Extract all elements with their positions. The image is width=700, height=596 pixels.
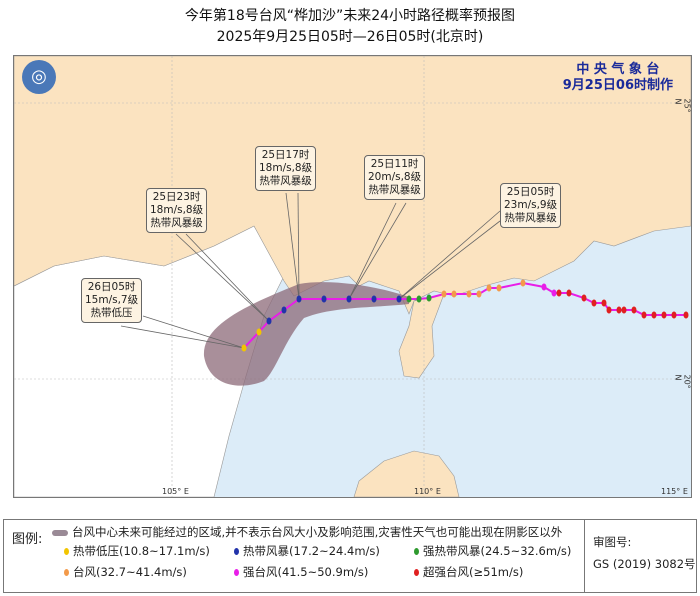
track-point xyxy=(661,311,667,319)
track-point xyxy=(631,306,637,314)
cone-swatch-icon xyxy=(52,529,68,536)
track-point xyxy=(651,311,657,319)
track-point xyxy=(606,306,612,314)
legend: 图例: 台风中心未来可能经过的区域,并不表示台风大小及影响范围,灾害性天气也可能… xyxy=(3,519,697,593)
cma-logo: ◎ xyxy=(22,60,56,94)
track-point xyxy=(601,299,607,307)
track-point xyxy=(566,289,572,297)
lat-label: 20° N xyxy=(673,374,692,389)
dot-icon xyxy=(414,569,419,576)
track-point xyxy=(581,294,587,302)
dot-icon xyxy=(234,548,239,555)
track-point xyxy=(296,295,302,303)
track-point xyxy=(520,279,526,287)
forecast-callout: 26日05时 15m/s,7级 热带低压 xyxy=(81,278,143,323)
track-point xyxy=(371,295,377,303)
callout-leader xyxy=(120,325,245,349)
dot-icon xyxy=(64,548,69,555)
dot-icon xyxy=(414,548,419,555)
track-point xyxy=(466,290,472,298)
track-point xyxy=(241,344,247,352)
track-point xyxy=(671,311,677,319)
callout-leader xyxy=(285,192,300,300)
forecast-callout: 25日11时 20m/s,8级 热带风暴级 xyxy=(364,155,426,200)
legend-item: 超强台风(≥51m/s) xyxy=(414,564,523,580)
lat-label: 25° N xyxy=(673,98,692,113)
legend-item: 强热带风暴(24.5~32.6m/s) xyxy=(414,543,571,559)
track-point xyxy=(406,295,412,303)
callout-leader xyxy=(398,210,501,300)
forecast-callout: 25日23时 18m/s,8级 热带风暴级 xyxy=(146,188,208,233)
hainan-island xyxy=(353,450,460,497)
track-point xyxy=(496,284,502,292)
legend-item: 热带风暴(17.2~24.4m/s) xyxy=(234,543,380,559)
track-point xyxy=(396,295,402,303)
map-subtitle: 2025年9月25日05时—26日05时(北京时) xyxy=(216,29,484,45)
track-point xyxy=(416,295,422,303)
forecast-callout: 25日05时 23m/s,9级 热带风暴级 xyxy=(500,183,562,228)
track-point xyxy=(683,311,689,319)
callout-leader xyxy=(297,192,300,300)
track-point xyxy=(641,311,647,319)
approval-box: 审图号: GS (2019) 3082号 xyxy=(584,520,697,592)
legend-cone: 台风中心未来可能经过的区域,并不表示台风大小及影响范围,灾害性天气也可能出现在阴… xyxy=(52,524,562,540)
legend-item: 热带低压(10.8~17.1m/s) xyxy=(64,543,210,559)
track-point xyxy=(451,290,457,298)
track-point xyxy=(486,284,492,292)
track-point xyxy=(621,306,627,314)
track-point xyxy=(346,295,352,303)
track-point xyxy=(616,306,622,314)
dot-icon xyxy=(234,569,239,576)
agency-stamp: 中 央 气 象 台 9月25日06时制作 xyxy=(563,62,673,94)
track-point xyxy=(476,290,482,298)
map-title: 今年第18号台风“桦加沙”未来24小时路径概率预报图 xyxy=(184,8,516,24)
callout-leader xyxy=(175,233,270,322)
approval-label: 审图号: xyxy=(593,535,632,549)
lon-label: 105° E xyxy=(162,487,189,496)
track-point xyxy=(321,295,327,303)
callout-leader xyxy=(142,315,245,349)
track-point xyxy=(256,328,262,336)
track-point xyxy=(266,317,272,325)
lon-label: 110° E xyxy=(414,487,441,496)
callout-leader xyxy=(348,202,397,300)
track-point xyxy=(441,290,447,298)
track-point xyxy=(541,283,547,291)
map-canvas xyxy=(14,56,691,497)
issue-time: 9月25日06时制作 xyxy=(562,78,673,93)
callout-leader xyxy=(348,202,407,300)
track-point xyxy=(281,306,287,314)
callout-leader xyxy=(185,233,270,322)
callout-leader xyxy=(398,220,501,300)
lon-label: 115° E xyxy=(661,487,688,496)
china-land xyxy=(14,56,691,315)
track-point xyxy=(551,289,557,297)
track-point xyxy=(556,289,562,297)
legend-item: 强台风(41.5~50.9m/s) xyxy=(234,564,368,580)
legend-item: 台风(32.7~41.4m/s) xyxy=(64,564,187,580)
dot-icon xyxy=(64,569,69,576)
approval-number: GS (2019) 3082号 xyxy=(593,557,696,571)
map-area: 中 央 气 象 台 9月25日06时制作 ◎ 105° E 110° E 115… xyxy=(13,55,692,498)
legend-title: 图例: xyxy=(12,532,43,547)
track-point xyxy=(591,299,597,307)
forecast-callout: 25日17时 18m/s,8级 热带风暴级 xyxy=(255,146,317,191)
track-point xyxy=(426,294,432,302)
agency-name: 中 央 气 象 台 xyxy=(576,62,660,77)
leizhou-peninsula xyxy=(398,293,445,379)
